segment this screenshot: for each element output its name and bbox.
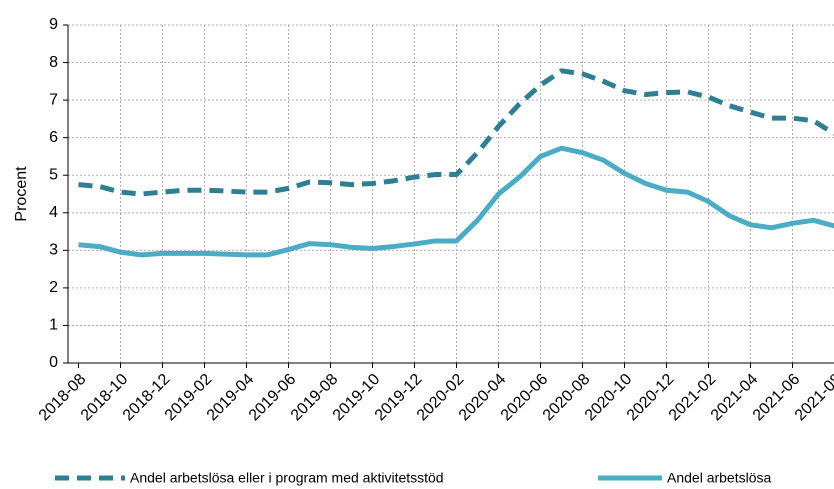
series-line	[78, 68, 834, 197]
y-tick-label: 8	[49, 54, 58, 71]
series-line	[78, 145, 834, 258]
y-tick-label: 5	[49, 166, 58, 183]
y-tick-label: 9	[49, 16, 58, 33]
legend-label: Andel arbetslösa	[667, 470, 772, 486]
y-tick-label: 3	[49, 242, 58, 259]
y-axis-label: Procent	[13, 166, 30, 222]
y-tick-label: 1	[49, 317, 58, 334]
y-tick-label: 4	[49, 204, 58, 221]
y-tick-label: 2	[49, 279, 58, 296]
y-tick-label: 0	[49, 354, 58, 371]
legend-label: Andel arbetslösa eller i program med akt…	[130, 470, 444, 486]
y-tick-label: 7	[49, 91, 58, 108]
y-tick-label: 6	[49, 129, 58, 146]
